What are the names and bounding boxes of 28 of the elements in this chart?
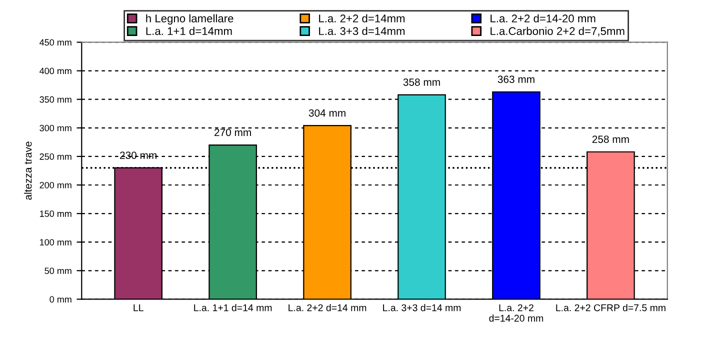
data-label: 304 mm (308, 109, 346, 117)
data-label: 258 mm (592, 136, 629, 143)
y-tick-label: 350 mm (40, 96, 72, 103)
y-tick-label: 300 mm (40, 124, 72, 132)
y-axis-title: altezza trave (24, 142, 32, 200)
x-tick-label: L.a. 1+1 d=14 mm (194, 304, 272, 312)
x-tick-label: LL (134, 304, 144, 312)
legend-label: L.a. 1+1 d=14mm (146, 26, 232, 36)
y-tick-label: 450 mm (40, 39, 72, 46)
y-tick-label: 250 mm (40, 153, 72, 160)
x-tick-label: L.a. 2+2 CFRP d=7.5 mm (556, 304, 666, 312)
y-tick-label: 400 mm (40, 68, 72, 74)
y-tick-label: 100 mm (40, 239, 72, 246)
y-tick-label: 150 mm (40, 210, 72, 217)
x-tick-label: L.a. 2+2 d=14-20 mm (489, 304, 544, 322)
x-tick-label: L.a. 3+3 d=14 mm (383, 304, 461, 312)
y-tick-label: 50 mm (44, 268, 72, 274)
legend-label: L.a. 3+3 d=14mm (319, 26, 405, 36)
x-tick-label: L.a. 2+2 d=14 mm (288, 304, 366, 312)
y-tick-label: 0 mm (50, 296, 72, 303)
legend-label: L.a.Carbonio 2+2 d=7,5mm (490, 26, 624, 36)
data-label: 270 mm (214, 128, 251, 136)
y-tick-label: 200 mm (40, 182, 72, 188)
data-label: 363 mm (498, 76, 534, 84)
data-label: 358 mm (403, 78, 440, 86)
legend-label: h Legno lamellare (146, 14, 234, 25)
legend-label: L.a. 2+2 d=14mm (319, 14, 405, 22)
legend-label: L.a. 2+2 d=14-20 mm (490, 14, 596, 22)
